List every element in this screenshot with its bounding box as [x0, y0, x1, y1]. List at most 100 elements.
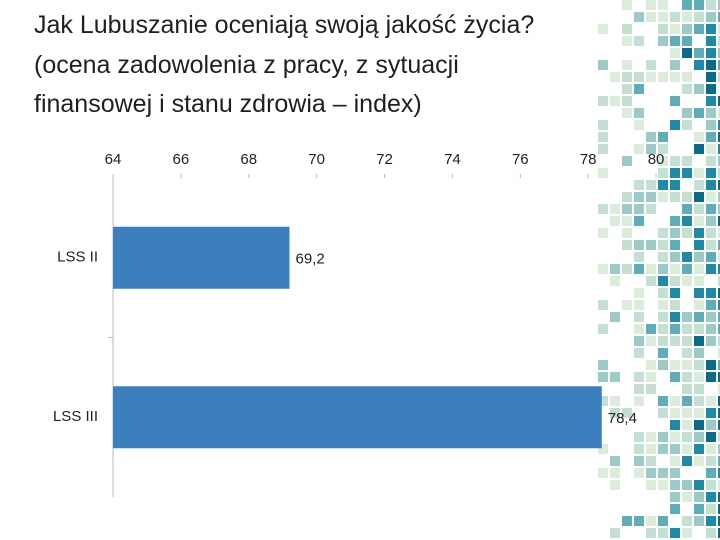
- deco-square: [718, 252, 720, 262]
- deco-square: [646, 384, 656, 394]
- deco-square: [622, 108, 632, 118]
- deco-square: [610, 456, 620, 466]
- deco-square: [706, 360, 716, 370]
- deco-square: [634, 108, 644, 118]
- deco-square: [706, 180, 716, 190]
- deco-square: [634, 324, 644, 334]
- deco-square: [682, 324, 692, 334]
- bar: [113, 226, 290, 289]
- deco-square: [634, 12, 644, 22]
- x-tick-label: 70: [308, 151, 325, 168]
- deco-square: [634, 396, 644, 406]
- deco-square: [670, 468, 680, 478]
- deco-square: [706, 468, 716, 478]
- deco-square: [694, 204, 704, 214]
- deco-square: [682, 0, 692, 10]
- deco-square: [682, 72, 692, 82]
- deco-square: [598, 360, 608, 370]
- x-tick-label: 78: [580, 151, 597, 168]
- deco-square: [658, 240, 668, 250]
- deco-square: [682, 432, 692, 442]
- deco-square: [706, 480, 716, 490]
- deco-square: [610, 276, 620, 286]
- deco-square: [670, 96, 680, 106]
- deco-square: [682, 516, 692, 526]
- deco-square: [706, 96, 716, 106]
- deco-square: [658, 336, 668, 346]
- deco-square: [646, 432, 656, 442]
- x-tick-label: 74: [444, 151, 461, 168]
- deco-square: [658, 528, 668, 538]
- x-tick-label: 76: [512, 151, 529, 168]
- deco-square: [718, 192, 720, 202]
- deco-square: [658, 288, 668, 298]
- bar: [113, 386, 602, 449]
- deco-square: [718, 300, 720, 310]
- deco-square: [670, 432, 680, 442]
- deco-square: [670, 240, 680, 250]
- deco-square: [634, 36, 644, 46]
- deco-square: [622, 228, 632, 238]
- deco-square: [718, 204, 720, 214]
- deco-square: [610, 468, 620, 478]
- deco-square: [610, 408, 620, 418]
- deco-square: [718, 216, 720, 226]
- deco-square: [646, 60, 656, 70]
- deco-square: [694, 312, 704, 322]
- deco-square: [622, 192, 632, 202]
- deco-square: [634, 348, 644, 358]
- deco-square: [706, 60, 716, 70]
- deco-square: [706, 72, 716, 82]
- deco-square: [670, 228, 680, 238]
- deco-square: [694, 480, 704, 490]
- deco-square: [658, 144, 668, 154]
- deco-square: [658, 24, 668, 34]
- deco-square: [706, 456, 716, 466]
- deco-square: [598, 120, 608, 130]
- deco-square: [682, 396, 692, 406]
- x-tick-label: 80: [648, 151, 665, 168]
- deco-square: [646, 0, 656, 10]
- deco-square: [694, 288, 704, 298]
- deco-square: [598, 372, 608, 382]
- deco-square: [646, 132, 656, 142]
- deco-square: [682, 156, 692, 166]
- deco-square: [706, 252, 716, 262]
- deco-square: [634, 144, 644, 154]
- deco-square: [718, 468, 720, 478]
- deco-square: [706, 216, 716, 226]
- deco-square: [670, 528, 680, 538]
- plot: 64 66 68 70 72 74 76 78 80 LSS II 69,2 LSS III 78,4: [53, 151, 664, 497]
- deco-square: [682, 48, 692, 58]
- deco-square: [646, 12, 656, 22]
- deco-square: [634, 456, 644, 466]
- deco-square: [670, 120, 680, 130]
- deco-square: [682, 372, 692, 382]
- deco-square: [718, 24, 720, 34]
- deco-square: [682, 264, 692, 274]
- deco-square: [622, 516, 632, 526]
- deco-square: [622, 24, 632, 34]
- deco-square: [610, 480, 620, 490]
- deco-square: [718, 96, 720, 106]
- deco-square: [694, 348, 704, 358]
- deco-square: [646, 204, 656, 214]
- deco-square: [670, 492, 680, 502]
- deco-square: [706, 396, 716, 406]
- deco-square: [694, 504, 704, 514]
- deco-square: [622, 216, 632, 226]
- deco-square: [706, 420, 716, 430]
- value-label: 69,2: [295, 251, 324, 268]
- deco-square: [658, 156, 668, 166]
- deco-square: [634, 72, 644, 82]
- deco-square: [706, 120, 716, 130]
- chart-title: Jak Lubuszanie oceniają swoją jakość życ…: [34, 11, 534, 39]
- deco-square: [634, 216, 644, 226]
- deco-square: [682, 120, 692, 130]
- deco-square: [718, 480, 720, 490]
- deco-square: [622, 36, 632, 46]
- deco-square: [694, 360, 704, 370]
- deco-square: [706, 132, 716, 142]
- deco-square: [694, 24, 704, 34]
